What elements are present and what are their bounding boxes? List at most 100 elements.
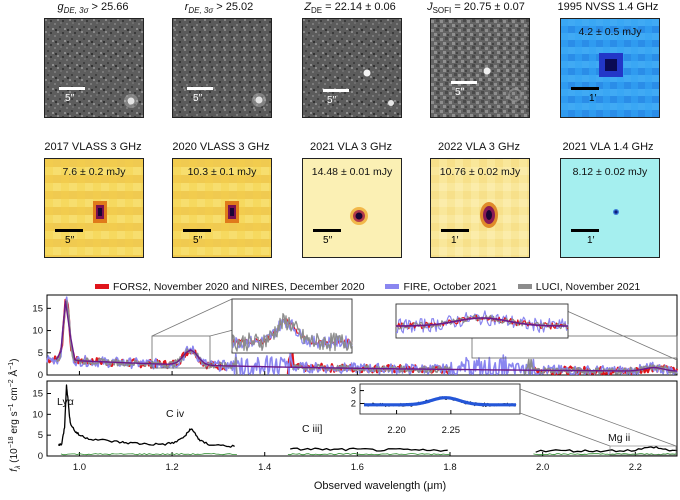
noise-image	[45, 19, 143, 117]
image-panel-vlass-2020: 10.3 ± 0.1 mJy 5′′	[172, 158, 272, 258]
inset-x-tick-label: 2.20	[387, 425, 406, 436]
scale-bar	[323, 89, 349, 92]
radio-image	[561, 19, 659, 117]
scale-bar	[571, 229, 599, 232]
inset-mgii-series	[396, 310, 569, 334]
radio-image	[303, 159, 401, 257]
flux-label: 10.3 ± 0.1 mJy	[187, 166, 257, 178]
image-panel-g-band: 5′′	[44, 18, 144, 118]
inset-mgii-series	[395, 314, 569, 330]
y-tick-label: 0	[38, 370, 43, 381]
bottom-spectrum-segment-2	[535, 446, 678, 453]
inset-civ-series	[231, 313, 353, 352]
legend-swatch-grey	[517, 284, 532, 289]
x-tick-label: 1.4	[258, 462, 271, 473]
line-label-ciii: C iii]	[302, 423, 323, 435]
top-spectrum-frame	[46, 294, 678, 376]
bottom-spectrum-frame	[46, 380, 678, 457]
x-tick-label: 1.6	[351, 462, 364, 473]
legend-swatch-purple	[385, 284, 400, 289]
panel-title-vlass-2017: 2017 VLASS 3 GHz	[44, 141, 142, 153]
scale-bar	[187, 87, 213, 90]
scale-label: 1′	[587, 235, 595, 246]
image-panel-vlass-2017: 7.6 ± 0.2 mJy 5′′	[44, 158, 144, 258]
series-luci	[523, 358, 678, 375]
scale-bar	[183, 229, 211, 232]
radio-image	[561, 159, 659, 257]
legend-swatch-red	[95, 284, 109, 289]
y-tick-label: 10	[32, 326, 43, 337]
y-tick-label: 5	[38, 430, 43, 441]
y-tick-label: 10	[32, 409, 43, 420]
panel-title-r-band: rDE, 3σ > 25.02	[184, 1, 254, 16]
scale-label: 5′′	[193, 93, 203, 104]
x-tick-label: 1.8	[443, 462, 456, 473]
inset-y-tick-label: 3	[351, 386, 356, 397]
y-tick-label: 15	[32, 303, 43, 314]
inset-mgii-fit	[396, 317, 568, 327]
scale-bar	[451, 81, 477, 84]
y-tick-label: 15	[32, 389, 43, 400]
line-label-civ: C iv	[166, 408, 185, 420]
series-median	[55, 300, 678, 372]
panel-title-vla-2022-3ghz: 2022 VLA 3 GHz	[438, 141, 520, 153]
inset-gaussian-fit	[363, 396, 517, 407]
noise-image	[431, 19, 529, 117]
panel-title-vla-2021-3ghz: 2021 VLA 3 GHz	[310, 141, 392, 153]
flux-label: 10.76 ± 0.02 mJy	[439, 166, 521, 178]
scale-bar	[55, 229, 83, 232]
scale-label: 1′	[589, 93, 597, 104]
scale-bar	[441, 229, 469, 232]
legend-item-fors2: FORS2, November 2020 and NIRES, December…	[95, 281, 365, 293]
zoom-region-civ	[151, 335, 211, 369]
flux-label: 8.12 ± 0.02 mJy	[572, 166, 648, 178]
x-tick-label: 1.0	[73, 462, 86, 473]
inset-x-tick-label: 2.25	[442, 425, 461, 436]
panel-title-z-band: ZDE = 22.14 ± 0.06	[304, 1, 396, 16]
scale-bar	[313, 229, 341, 232]
scale-label: 5′′	[193, 235, 203, 246]
image-panel-vla-2021-1.4ghz: 8.12 ± 0.02 mJy 1′	[560, 158, 660, 258]
flux-label: 14.48 ± 0.01 mJy	[311, 166, 393, 178]
panel-title-vlass-2020: 2020 VLASS 3 GHz	[172, 141, 270, 153]
error-spectrum	[60, 453, 237, 456]
noise-image	[173, 19, 271, 117]
bottom-spectrum-segment-0	[57, 384, 235, 448]
bottom-spectrum-segment-1	[290, 447, 448, 452]
scale-label: 5′′	[65, 235, 75, 246]
x-tick-label: 2.0	[536, 462, 549, 473]
flux-label: 4.2 ± 0.5 mJy	[578, 26, 642, 38]
error-spectrum	[287, 453, 451, 456]
panel-title-nvss: 1995 NVSS 1.4 GHz	[557, 1, 659, 13]
zoom-region-mgii	[471, 335, 678, 359]
inset-y-tick-label: 2	[351, 399, 356, 410]
scale-bar	[59, 87, 85, 90]
error-spectrum	[533, 453, 678, 456]
image-panel-vla-2022-3ghz: 10.76 ± 0.02 mJy 1′	[430, 158, 530, 258]
image-panel-vla-2021-3ghz: 14.48 ± 0.01 mJy 5′′	[302, 158, 402, 258]
y-axis-label: fλ (10−18 erg s−1 cm−2 Å−1)	[7, 358, 23, 472]
y-tick-label: 5	[38, 348, 43, 359]
image-panel-nvss: 4.2 ± 0.5 mJy 1′	[560, 18, 660, 118]
y-tick-label: 0	[38, 451, 43, 462]
panel-title-g-band: gDE, 3σ > 25.66	[57, 1, 129, 16]
radio-image	[431, 159, 529, 257]
panel-title-j-band: JSOFI = 20.75 ± 0.07	[427, 1, 525, 16]
image-panel-j-band: 5′′	[430, 18, 530, 118]
radio-image	[173, 159, 271, 257]
spectrum-legend: FORS2, November 2020 and NIRES, December…	[95, 280, 658, 293]
scale-label: 1′	[451, 235, 459, 246]
noise-image	[303, 19, 401, 117]
legend-item-fire: FIRE, October 2021	[385, 281, 497, 293]
scale-label: 5′′	[323, 235, 333, 246]
scale-label: 5′′	[455, 87, 465, 98]
scale-label: 5′′	[327, 95, 337, 106]
legend-item-luci: LUCI, November 2021	[517, 281, 640, 293]
panel-title-vla-2021-1.4ghz: 2021 VLA 1.4 GHz	[562, 141, 654, 153]
scale-label: 5′′	[65, 93, 75, 104]
x-tick-label: 2.2	[629, 462, 642, 473]
line-label-lya: Lyα	[57, 396, 74, 408]
image-panel-z-band: 5′′	[302, 18, 402, 118]
x-axis-label: Observed wavelength (μm)	[313, 480, 447, 492]
